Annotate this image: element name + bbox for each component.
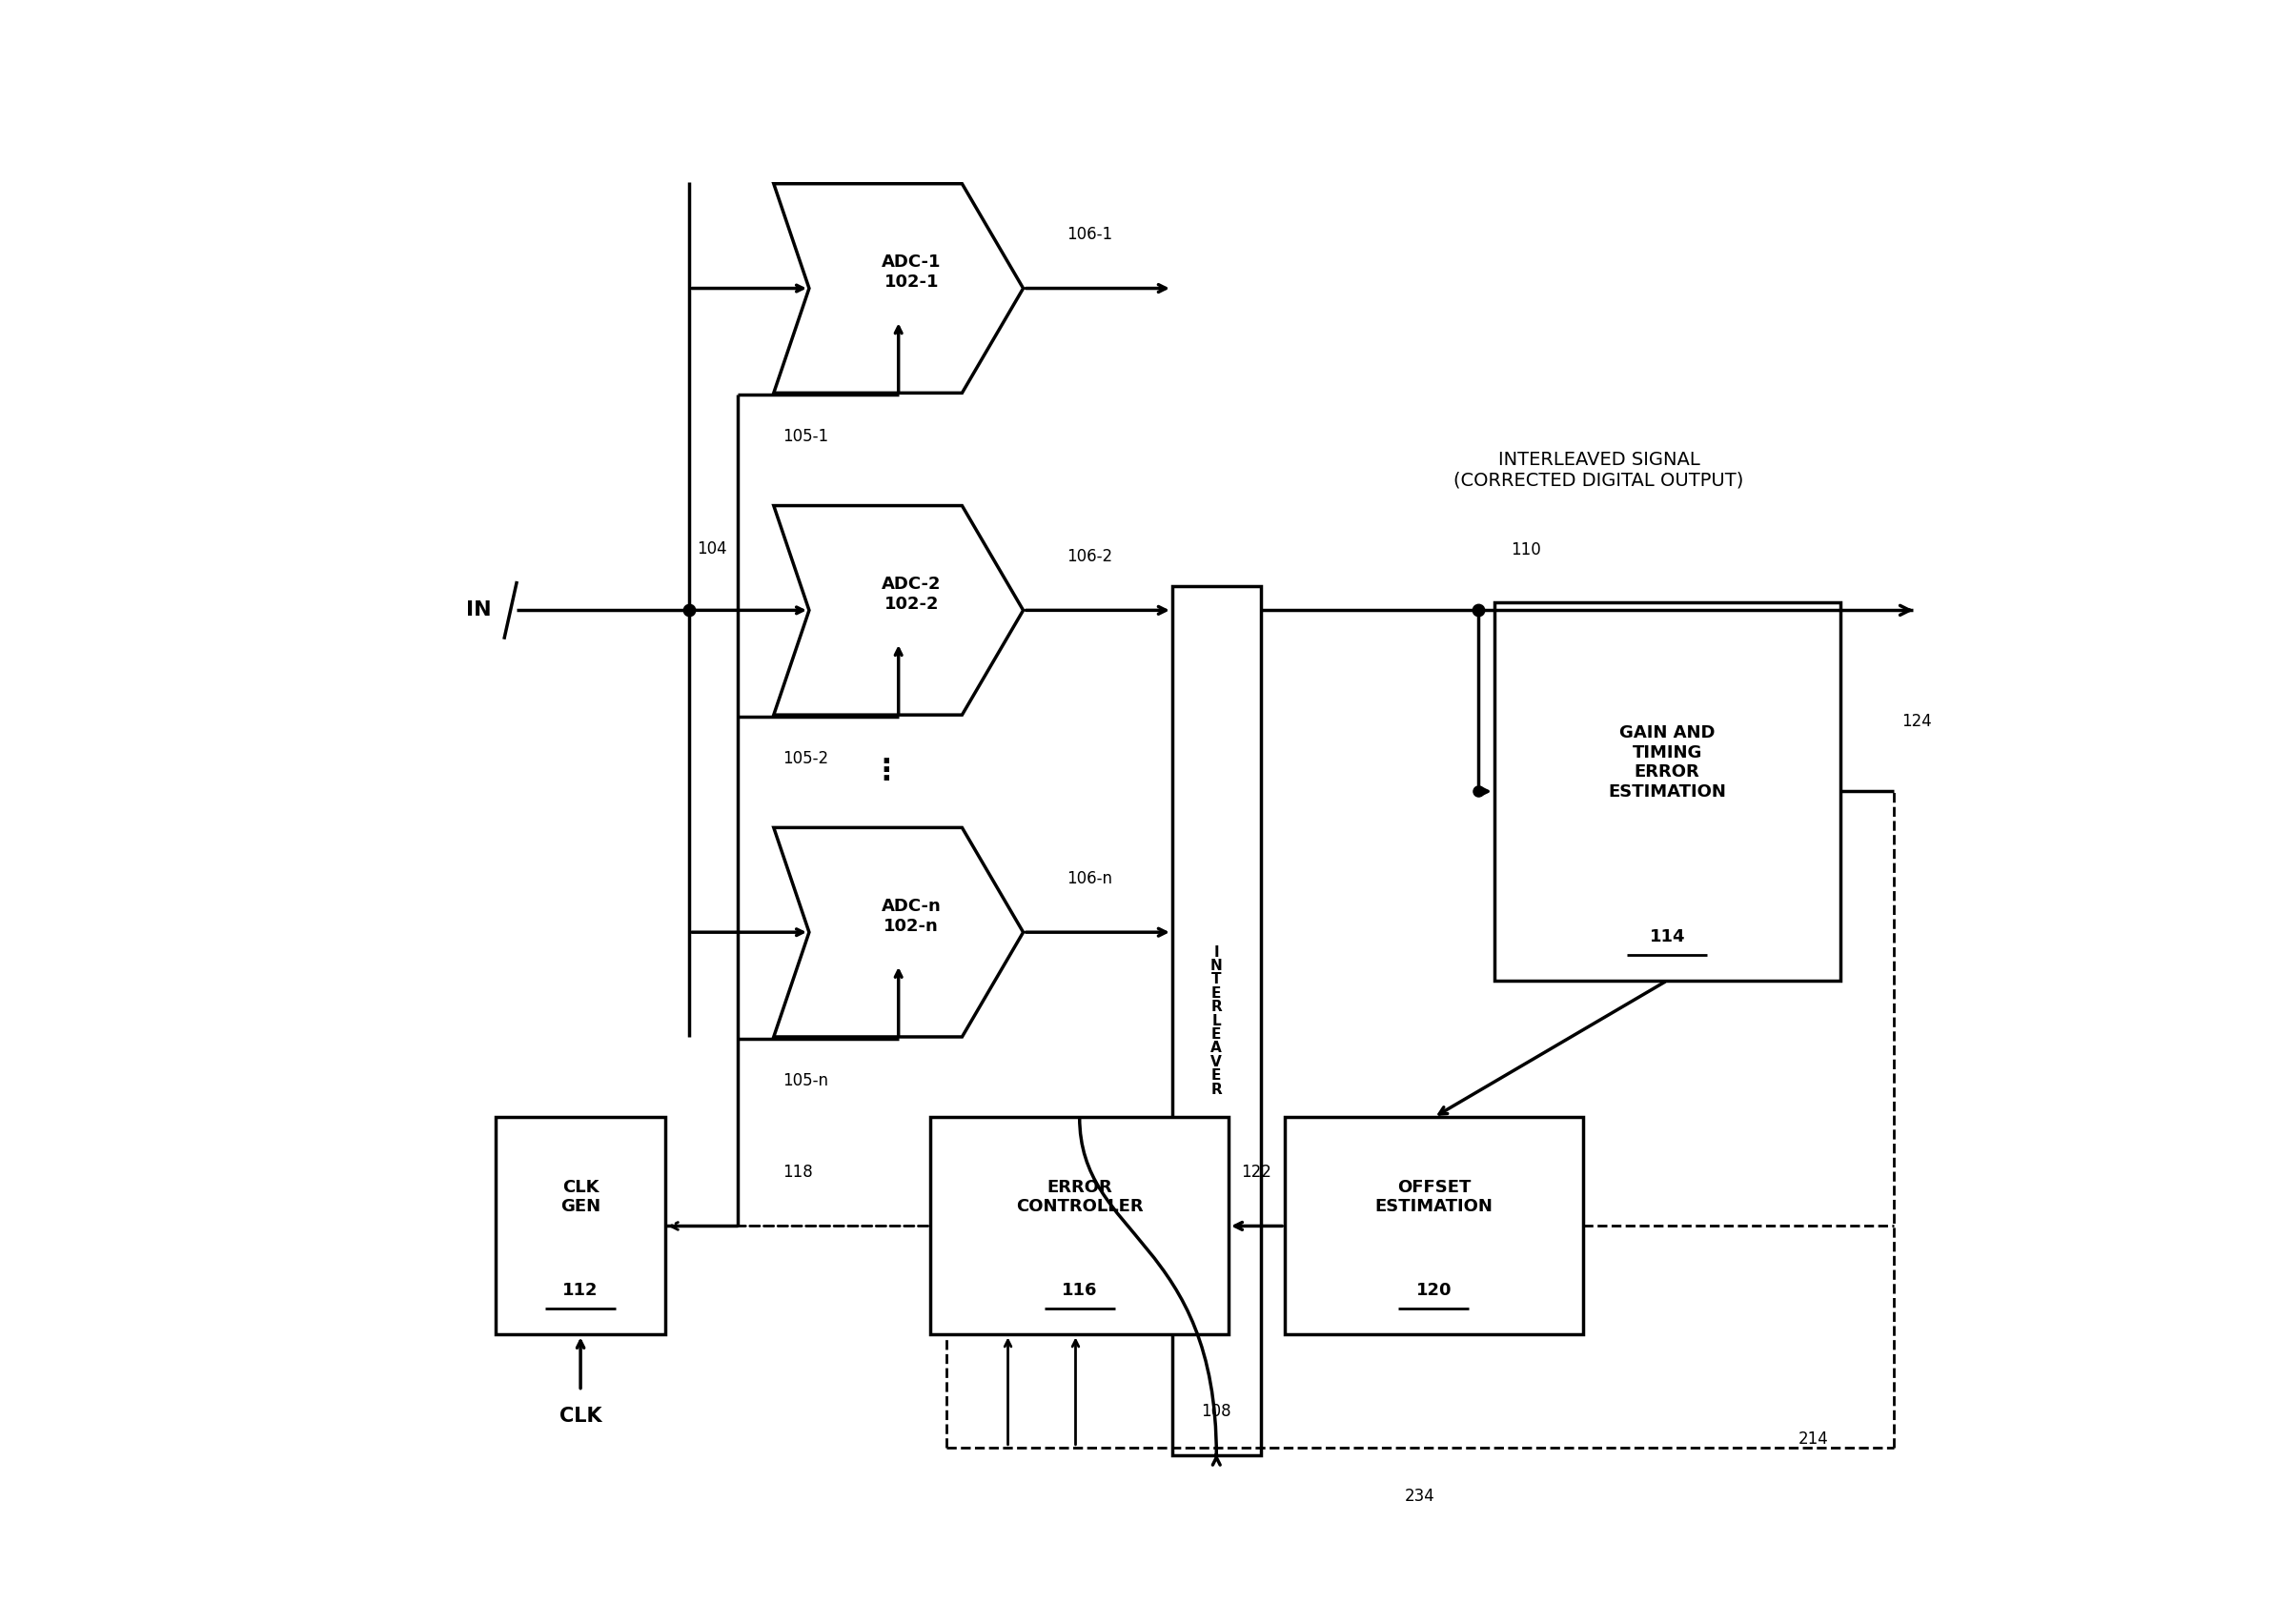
- Bar: [1286, 1117, 1582, 1334]
- Polygon shape: [774, 183, 1024, 393]
- Text: 105-2: 105-2: [783, 750, 829, 768]
- Polygon shape: [774, 506, 1024, 714]
- Text: 118: 118: [783, 1164, 813, 1182]
- Text: GAIN AND
TIMING
ERROR
ESTIMATION: GAIN AND TIMING ERROR ESTIMATION: [1607, 724, 1727, 800]
- Text: I
N
T
E
R
L
E
A
V
E
R: I N T E R L E A V E R: [1210, 945, 1221, 1097]
- Text: OFFSET
ESTIMATION: OFFSET ESTIMATION: [1375, 1178, 1492, 1216]
- Text: 116: 116: [1061, 1282, 1097, 1300]
- Bar: [1173, 586, 1261, 1456]
- Text: CLK: CLK: [560, 1407, 602, 1427]
- Text: 110: 110: [1511, 542, 1541, 558]
- Text: 124: 124: [1901, 712, 1931, 730]
- Text: 114: 114: [1649, 928, 1685, 945]
- Text: 106-n: 106-n: [1068, 870, 1114, 888]
- Text: 108: 108: [1201, 1402, 1231, 1420]
- Text: ADC-1
102-1: ADC-1 102-1: [882, 253, 941, 291]
- Bar: [1495, 602, 1841, 980]
- Bar: [496, 1117, 666, 1334]
- Text: 234: 234: [1405, 1488, 1435, 1505]
- Text: 104: 104: [698, 540, 728, 558]
- Polygon shape: [774, 828, 1024, 1037]
- Text: 112: 112: [563, 1282, 599, 1300]
- Text: CLK
GEN: CLK GEN: [560, 1178, 602, 1216]
- Text: 105-n: 105-n: [783, 1073, 829, 1089]
- Text: 122: 122: [1242, 1164, 1272, 1182]
- Text: 106-2: 106-2: [1068, 549, 1114, 565]
- Text: IN: IN: [466, 601, 491, 620]
- Text: INTERLEAVED SIGNAL
(CORRECTED DIGITAL OUTPUT): INTERLEAVED SIGNAL (CORRECTED DIGITAL OU…: [1453, 451, 1745, 490]
- Text: 106-1: 106-1: [1068, 226, 1114, 243]
- Bar: [930, 1117, 1228, 1334]
- Text: ⋮: ⋮: [872, 758, 900, 786]
- Text: ADC-2
102-2: ADC-2 102-2: [882, 576, 941, 612]
- Text: 120: 120: [1417, 1282, 1451, 1300]
- Text: ADC-n
102-n: ADC-n 102-n: [882, 898, 941, 935]
- Text: 105-1: 105-1: [783, 428, 829, 446]
- Text: ERROR
CONTROLLER: ERROR CONTROLLER: [1015, 1178, 1143, 1216]
- Text: 214: 214: [1798, 1431, 1830, 1448]
